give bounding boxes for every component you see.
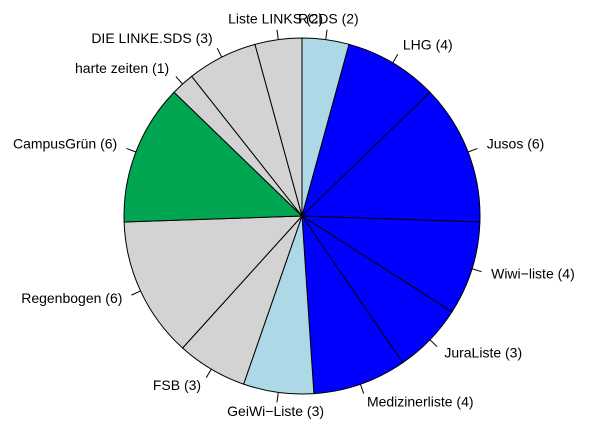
slice-label-regenbogen: Regenbogen (6) <box>21 290 122 306</box>
label-tick-lhg <box>392 53 399 64</box>
labels-layer: RCDS (2) LHG (4) Jusos (6) Wiwi−liste (4) Ju… <box>13 10 575 418</box>
slice-label-wiwi-liste: Wiwi−liste (4) <box>491 265 575 281</box>
pie-slice-regenbogen <box>123 215 304 349</box>
ticks-layer <box>126 29 482 403</box>
slice-label-liste-links: Liste LINKS (2) <box>228 10 323 26</box>
label-tick-liste-links <box>276 29 279 40</box>
pie-slice-liste-links <box>254 37 303 217</box>
slice-label-juraliste: JuraListe (3) <box>444 344 522 360</box>
label-tick-jusos <box>467 147 478 153</box>
slice-label-harte-zeiten: harte zeiten (1) <box>75 60 169 76</box>
label-tick-wiwi-liste <box>471 268 482 273</box>
label-tick-harte-zeiten <box>175 76 183 85</box>
slices-layer <box>123 37 481 395</box>
pie-slice-wiwi-liste <box>300 215 481 313</box>
label-tick-campusgr-n <box>126 147 137 153</box>
slice-label-medizinerliste: Medizinerliste (4) <box>367 394 474 410</box>
slice-label-fsb: FSB (3) <box>153 377 201 393</box>
label-tick-medizinerliste <box>359 383 365 394</box>
label-tick-geiwi-liste <box>276 392 279 403</box>
slice-label-jusos: Jusos (6) <box>487 136 545 152</box>
label-tick-fsb <box>205 368 212 379</box>
label-tick-rcds <box>325 29 328 40</box>
slice-label-campusgr-n: CampusGrün (6) <box>13 136 117 152</box>
pie-slice-lhg <box>301 43 431 218</box>
pie-slice-campusgr-n <box>123 91 304 223</box>
slice-label-lhg: LHG (4) <box>403 36 453 52</box>
slice-label-rcds: RCDS (2) <box>298 10 359 26</box>
label-tick-regenbogen <box>131 290 141 296</box>
label-tick-die-linke-sds <box>216 47 223 58</box>
label-tick-juraliste <box>429 339 438 348</box>
pie-slice-jusos <box>300 91 481 223</box>
slice-label-die-linke-sds: DIE LINKE.SDS (3) <box>91 30 212 46</box>
pie-slice-medizinerliste <box>301 214 404 395</box>
slice-label-geiwi-liste: GeiWi−Liste (3) <box>227 403 324 419</box>
